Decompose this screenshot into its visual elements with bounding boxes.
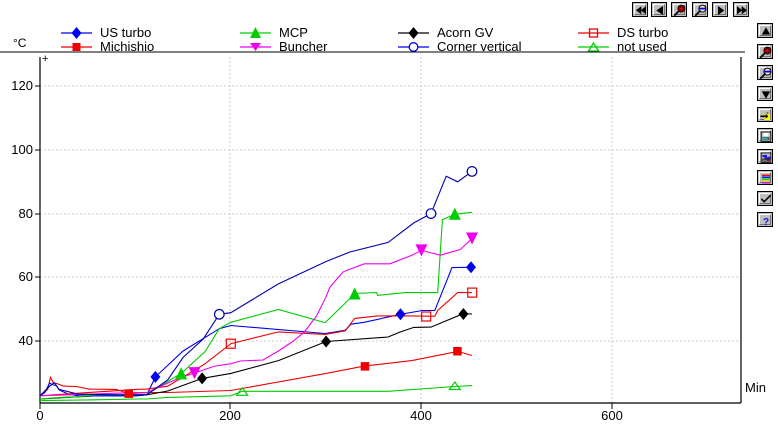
svg-text:120: 120 — [11, 78, 33, 93]
svg-text:Min: Min — [745, 380, 766, 395]
svg-text:600: 600 — [601, 408, 623, 423]
svg-text:0: 0 — [36, 408, 43, 423]
svg-text:100: 100 — [11, 142, 33, 157]
svg-text:200: 200 — [219, 408, 241, 423]
svg-text:+: + — [42, 53, 48, 65]
svg-text:40: 40 — [19, 333, 33, 348]
svg-text:400: 400 — [410, 408, 432, 423]
svg-text:60: 60 — [19, 269, 33, 284]
svg-text:80: 80 — [19, 206, 33, 221]
